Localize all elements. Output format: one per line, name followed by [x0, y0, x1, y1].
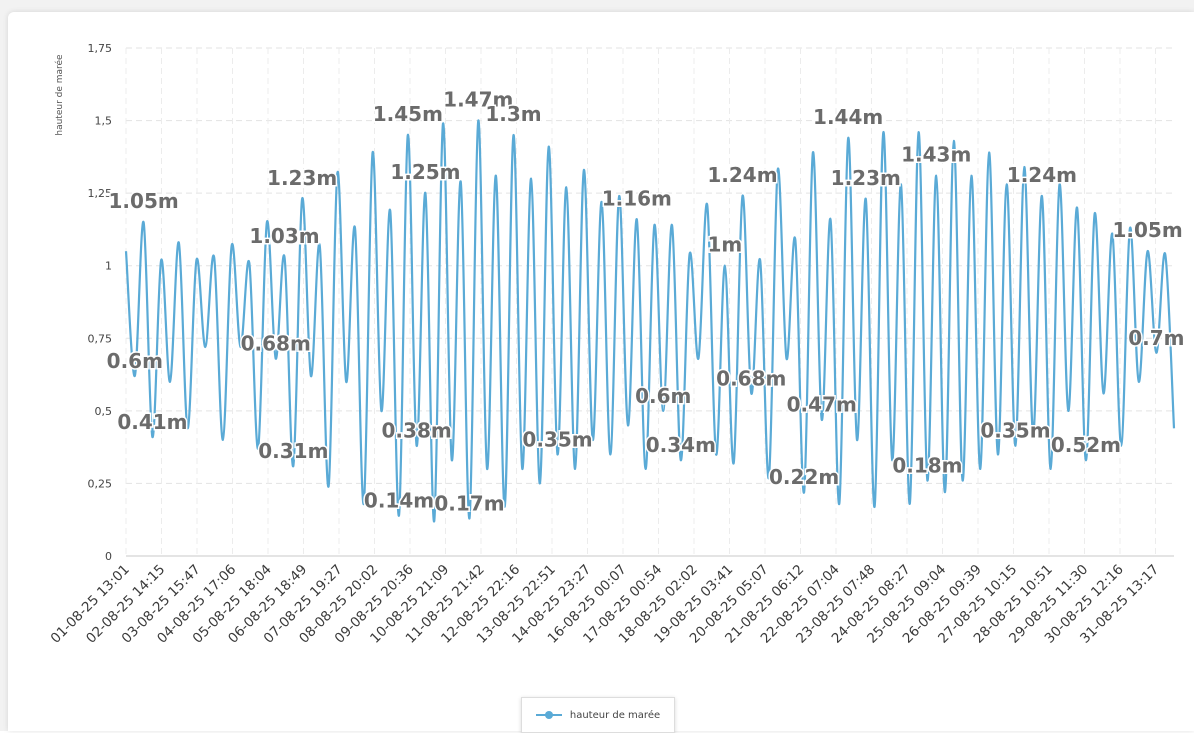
y-tick-label: 1,25 — [88, 187, 113, 200]
data-label: 1m — [707, 233, 742, 257]
data-label: 0.47m — [787, 393, 857, 417]
data-label: 0.68m — [716, 366, 786, 390]
data-label: 1.23m — [267, 166, 337, 190]
legend[interactable]: hauteur de marée — [521, 697, 675, 733]
data-label: 0.35m — [980, 419, 1050, 443]
data-label: 1.24m — [1007, 163, 1077, 187]
legend-line-marker-icon — [535, 709, 562, 721]
data-label: 1.24m — [707, 163, 777, 187]
data-label: 0.35m — [522, 427, 592, 451]
y-tick-label: 0,25 — [88, 477, 113, 490]
data-label: 1.44m — [813, 105, 883, 129]
data-label: 1.05m — [1112, 218, 1182, 242]
legend-item-label: hauteur de marée — [569, 709, 661, 721]
data-label: 1.43m — [901, 143, 971, 167]
data-label: 1.03m — [249, 224, 319, 248]
data-label: 0.34m — [646, 433, 716, 457]
y-tick-label: 0 — [105, 550, 112, 563]
data-label: 1.25m — [390, 160, 460, 184]
data-label: 0.68m — [241, 332, 311, 356]
data-label: 0.41m — [117, 410, 187, 434]
y-tick-labels: 0 0,25 0,5 0,75 1 1,25 1,5 1,75 — [88, 42, 113, 563]
data-label: 1.16m — [602, 186, 672, 210]
data-label: 0.7m — [1128, 326, 1184, 350]
grid-lines — [125, 47, 1174, 556]
data-label: 1.45m — [373, 102, 443, 126]
data-label: 0.6m — [635, 384, 691, 408]
data-label: 0.14m — [364, 488, 434, 512]
data-label: 0.22m — [769, 465, 839, 489]
data-label: 0.18m — [892, 454, 962, 478]
series-line-hauteur-de-maree[interactable] — [124, 119, 1176, 523]
y-tick-label: 1 — [105, 260, 112, 273]
data-label: 0.31m — [258, 439, 328, 463]
chart-card — [8, 12, 1194, 731]
y-tick-label: 0,75 — [88, 332, 113, 345]
y-tick-label: 1,5 — [95, 115, 113, 128]
y-tick-label: 0,5 — [95, 405, 113, 418]
data-label: 0.52m — [1051, 433, 1121, 457]
data-label: 1.05m — [109, 189, 179, 213]
y-axis-label: hauteur de marée — [54, 54, 65, 136]
data-label: 1.47m — [443, 88, 513, 112]
data-label: 0.38m — [382, 419, 452, 443]
data-labels: 1.05m 0.6m 0.41m 1.03m 0.68m 0.31m 1.23m 0.14m 1… — [105, 86, 1186, 517]
y-tick-label: 1,75 — [88, 42, 113, 55]
data-label: 0.17m — [434, 491, 504, 515]
data-label: 1.3m — [485, 102, 541, 126]
data-label: 1.23m — [831, 166, 901, 190]
data-label: 0.6m — [107, 349, 163, 373]
